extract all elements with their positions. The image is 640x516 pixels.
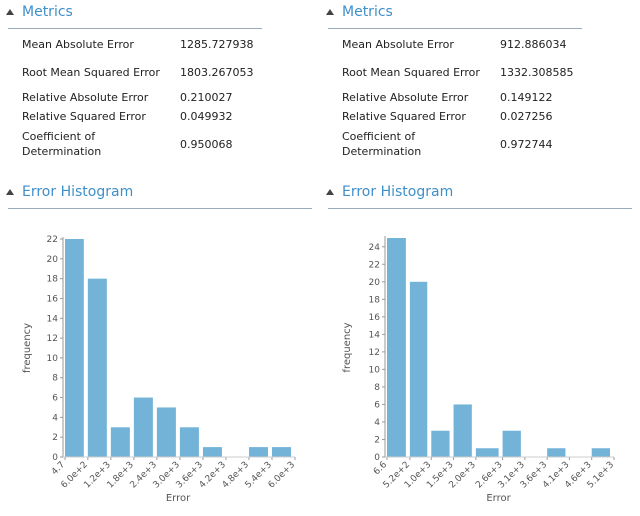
x-axis-label: Error (486, 493, 511, 504)
y-tick-label: 10 (47, 354, 59, 364)
y-tick-label: 8 (374, 383, 380, 393)
bar (591, 448, 610, 457)
metric-name: Mean Absolute Error (342, 38, 454, 51)
metric-name: Relative Squared Error (22, 110, 146, 123)
metric-row: Relative Absolute Error 0.149122 (342, 90, 632, 105)
bar (156, 407, 176, 457)
section-title: Metrics (22, 4, 73, 20)
metric-name: Coefficient of Determination (342, 130, 422, 158)
histogram: 02468101214161820224.76.0e+21.2e+31.8e+3… (22, 235, 297, 504)
y-tick-label: 12 (369, 348, 380, 358)
bar (179, 427, 199, 457)
y-axis-label: frequency (22, 323, 33, 373)
bar (87, 278, 107, 457)
y-tick-label: 16 (47, 294, 59, 304)
y-axis-label: frequency (342, 322, 353, 372)
section-title: Error Histogram (22, 184, 134, 200)
y-tick-label: 12 (47, 334, 58, 344)
metric-row: Mean Absolute Error 912.886034 (342, 37, 632, 52)
metric-value: 0.149122 (500, 91, 553, 104)
metric-value: 0.210027 (180, 91, 233, 104)
y-tick-label: 4 (374, 418, 380, 428)
bar (248, 447, 268, 457)
section-title: Error Histogram (342, 184, 454, 200)
metric-value: 0.950068 (180, 137, 233, 151)
y-tick-label: 14 (369, 330, 381, 340)
section-title: Metrics (342, 4, 393, 20)
metric-name: Relative Absolute Error (22, 91, 149, 104)
metric-name: Mean Absolute Error (22, 38, 134, 51)
bar (547, 448, 566, 457)
bar (110, 427, 130, 457)
metric-name: Root Mean Squared Error (342, 65, 480, 79)
y-tick-label: 18 (369, 295, 381, 305)
metric-name: Relative Squared Error (342, 110, 466, 123)
metric-name: Coefficient of Determination (22, 130, 102, 158)
y-tick-label: 14 (47, 314, 59, 324)
bar (271, 447, 291, 457)
bar (202, 447, 222, 457)
collapse-icon (6, 9, 14, 15)
x-axis-label: Error (166, 493, 191, 504)
y-tick-label: 22 (369, 260, 380, 270)
y-tick-label: 4 (52, 413, 58, 423)
y-tick-label: 16 (369, 313, 381, 323)
bar (65, 239, 84, 457)
bar (475, 448, 499, 457)
bar (387, 238, 406, 457)
panel: Metrics Mean Absolute Error 912.886034 Root… (320, 0, 640, 516)
collapse-icon (6, 189, 14, 195)
y-tick-label: 0 (52, 453, 58, 463)
metric-value: 1332.308585 (500, 65, 574, 79)
panel: Metrics Mean Absolute Error 1285.727938 Roo… (6, 4, 312, 504)
metric-value: 912.886034 (500, 38, 567, 51)
metric-row: Relative Absolute Error 0.210027 (22, 90, 312, 105)
y-tick-label: 18 (47, 275, 59, 285)
bar (453, 404, 472, 457)
y-tick-label: 2 (52, 433, 58, 443)
metric-value: 0.027256 (500, 110, 553, 123)
divider (8, 208, 312, 209)
collapse-icon (326, 9, 334, 15)
divider (328, 28, 582, 29)
metric-name: Relative Absolute Error (342, 91, 469, 104)
y-tick-label: 20 (47, 255, 59, 265)
y-tick-label: 24 (369, 243, 381, 253)
y-tick-label: 10 (369, 365, 381, 375)
metric-row: Coefficient of Determination 0.972744 (342, 128, 632, 160)
divider (8, 28, 262, 29)
bar (431, 430, 450, 457)
y-tick-label: 22 (47, 235, 58, 245)
collapse-icon (326, 189, 334, 195)
metric-row: Root Mean Squared Error 1803.267053 (22, 56, 312, 88)
metric-row: Mean Absolute Error 1285.727938 (22, 37, 312, 52)
y-tick-label: 6 (374, 400, 380, 410)
bar (133, 397, 153, 457)
bar (409, 281, 428, 457)
bar (502, 430, 521, 457)
y-tick-label: 8 (52, 374, 58, 384)
metric-name: Root Mean Squared Error (22, 65, 160, 79)
metric-row: Relative Squared Error 0.027256 (342, 109, 632, 124)
metric-row: Relative Squared Error 0.049932 (22, 109, 312, 124)
metric-value: 0.972744 (500, 137, 553, 151)
histogram: 0246810121416182022246.65.2e+21.0e+31.5e… (342, 236, 616, 504)
metric-value: 0.049932 (180, 110, 233, 123)
y-tick-label: 6 (52, 394, 58, 404)
metric-value: 1803.267053 (180, 65, 254, 79)
y-tick-label: 20 (369, 278, 381, 288)
y-tick-label: 0 (374, 453, 380, 463)
metric-value: 1285.727938 (180, 38, 254, 51)
metric-row: Root Mean Squared Error 1332.308585 (342, 56, 632, 88)
divider (328, 208, 632, 209)
metric-row: Coefficient of Determination 0.950068 (22, 128, 312, 160)
y-tick-label: 2 (374, 435, 380, 445)
